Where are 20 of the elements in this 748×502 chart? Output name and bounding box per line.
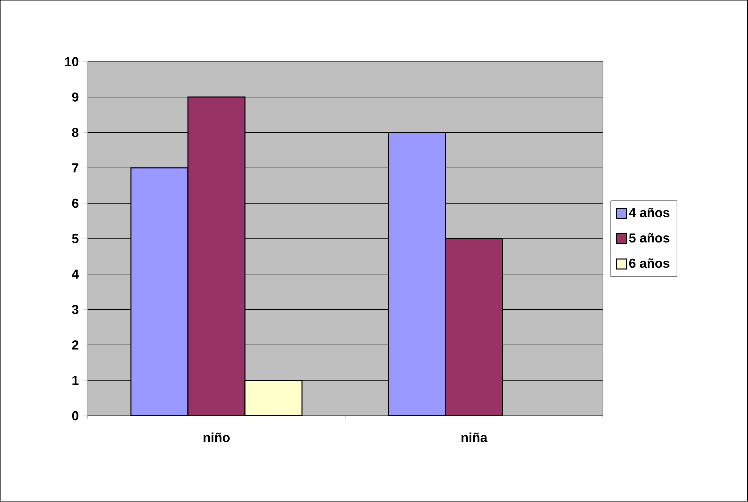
legend-label: 5 años [629, 233, 670, 243]
y-tick-label: 10 [65, 57, 79, 67]
y-tick-label: 7 [72, 164, 79, 173]
legend-label: 6 años [629, 258, 670, 268]
y-tick-label: 8 [72, 128, 79, 138]
y-tick-label: 2 [72, 340, 79, 350]
y-tick-label: 4 [72, 270, 80, 279]
x-tick-label: niño [204, 432, 230, 442]
bar [188, 96, 246, 416]
legend-label: 4 años [629, 208, 670, 218]
bar [445, 238, 504, 416]
y-tick-label: 3 [72, 305, 79, 314]
y-tick-label: 9 [72, 92, 79, 102]
x-tick-label: niña [462, 432, 488, 442]
y-tick-label: 0 [72, 411, 79, 421]
y-tick-label: 1 [72, 376, 79, 386]
y-tick-label: 6 [72, 198, 79, 208]
y-tick-label: 5 [72, 234, 79, 244]
bar [388, 132, 446, 416]
bar [130, 168, 189, 416]
